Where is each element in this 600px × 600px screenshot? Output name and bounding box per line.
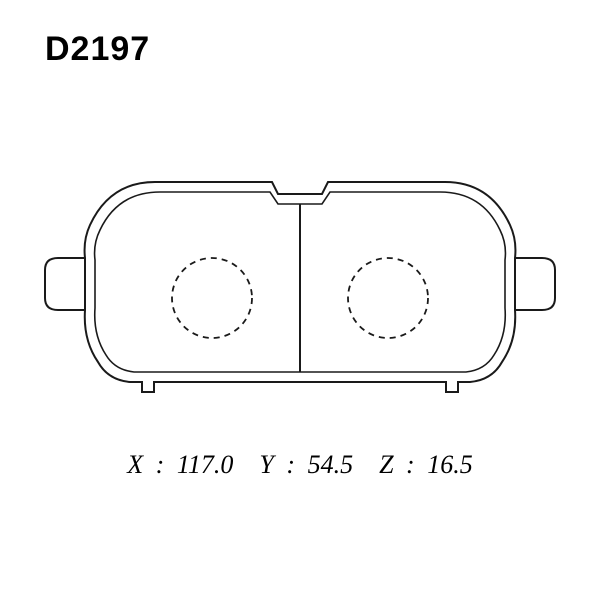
dashed-circle-left (172, 258, 252, 338)
left-tab (45, 258, 85, 310)
right-tab (515, 258, 555, 310)
dim-z-value: 16.5 (427, 450, 473, 479)
part-number: D2197 (45, 30, 150, 69)
brake-pad-drawing (0, 130, 600, 430)
dim-y-label: Y (259, 450, 273, 479)
dim-y-value: 54.5 (308, 450, 354, 479)
dim-x-label: X (127, 450, 143, 479)
dim-x-value: 117.0 (177, 450, 234, 479)
dashed-circle-right (348, 258, 428, 338)
page: D2197 X : 117.0Y : 54.5Z : 16.5 (0, 0, 600, 600)
dimensions-line: X : 117.0Y : 54.5Z : 16.5 (0, 450, 600, 480)
dim-z-label: Z (379, 450, 393, 479)
